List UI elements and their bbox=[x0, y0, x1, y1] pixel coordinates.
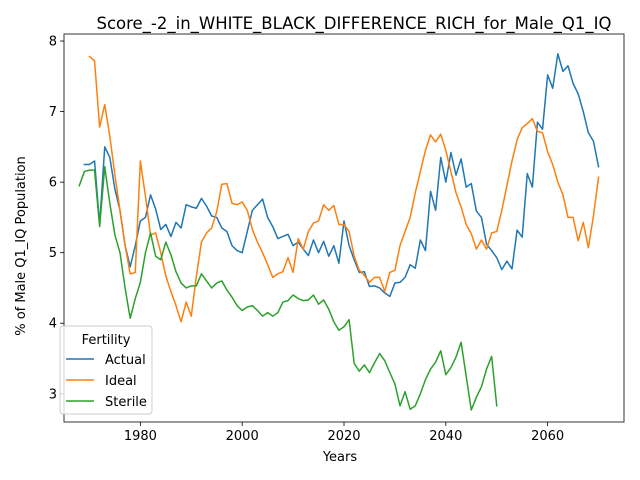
legend-title: Fertility bbox=[82, 333, 131, 348]
y-tick-label: 5 bbox=[49, 246, 57, 261]
series-line-actual bbox=[83, 53, 600, 298]
x-tick-label: 2020 bbox=[327, 429, 360, 444]
y-tick-label: 6 bbox=[49, 176, 57, 191]
x-tick-label: 2000 bbox=[226, 429, 259, 444]
y-tick-label: 3 bbox=[49, 387, 57, 402]
x-tick-label: 2040 bbox=[429, 429, 462, 444]
legend-label-sterile: Sterile bbox=[105, 395, 147, 410]
plot-lines bbox=[78, 53, 600, 411]
x-tick-label: 2060 bbox=[531, 429, 564, 444]
y-tick-label: 7 bbox=[49, 105, 57, 120]
x-tick-label: 1980 bbox=[124, 429, 157, 444]
legend-box bbox=[59, 325, 153, 415]
y-tick-label: 8 bbox=[49, 35, 57, 50]
x-axis: 1980 2000 2020 2040 2060 bbox=[124, 422, 564, 444]
y-tick-label: 4 bbox=[49, 317, 57, 332]
legend-label-actual: Actual bbox=[105, 353, 146, 368]
series-line-ideal bbox=[88, 55, 600, 323]
legend-label-ideal: Ideal bbox=[105, 374, 137, 389]
series-line-sterile bbox=[78, 165, 498, 411]
x-axis-title: Years bbox=[322, 450, 358, 465]
legend: Fertility Actual Ideal Sterile bbox=[59, 325, 153, 415]
chart-title: Score_-2_in_WHITE_BLACK_DIFFERENCE_RICH_… bbox=[96, 14, 611, 34]
y-axis-title: % of Male Q1_IQ Population bbox=[14, 156, 29, 336]
